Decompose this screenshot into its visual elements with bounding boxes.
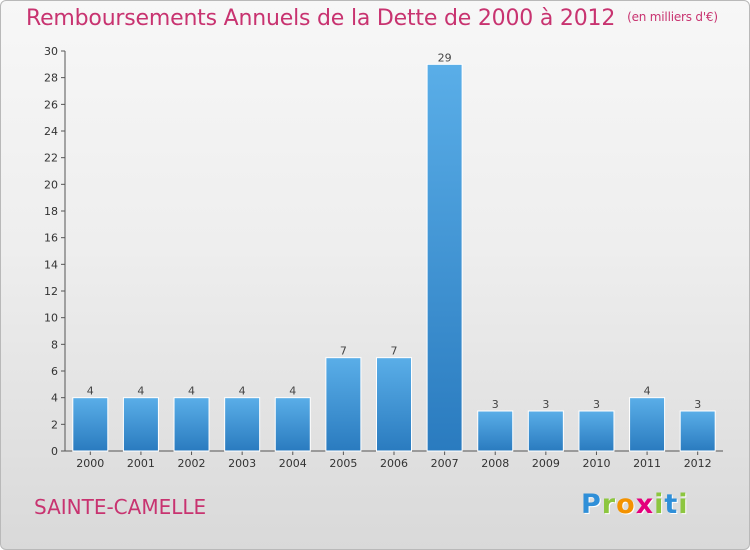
data-label-2009: 3: [542, 398, 549, 411]
data-label-2000: 4: [87, 385, 94, 398]
bar-2005: [325, 357, 362, 452]
data-label-2012: 3: [694, 398, 701, 411]
x-tick-label: 2004: [279, 457, 307, 470]
data-label-2002: 4: [188, 385, 195, 398]
proxiti-logo: Proxiti: [581, 489, 689, 520]
y-tick-label: 10: [44, 312, 58, 325]
data-label-2003: 4: [239, 385, 246, 398]
bar-2008: [477, 410, 514, 452]
x-tick-label: 2006: [380, 457, 408, 470]
bar-2010: [578, 410, 615, 452]
chart-title: Remboursements Annuels de la Dette de 20…: [26, 6, 718, 31]
y-tick-label: 18: [44, 205, 58, 218]
y-tick-label: 14: [44, 258, 58, 271]
data-label-2008: 3: [492, 398, 499, 411]
x-tick-label: 2010: [582, 457, 610, 470]
x-tick-label: 2007: [431, 457, 459, 470]
data-label-2007: 29: [438, 51, 452, 64]
x-tick-label: 2011: [633, 457, 661, 470]
bar-2011: [629, 397, 666, 452]
y-tick-label: 26: [44, 98, 58, 111]
logo-letter: o: [616, 489, 636, 520]
y-tick-label: 8: [51, 338, 58, 351]
data-label-2004: 4: [289, 385, 296, 398]
x-tick-label: 2005: [329, 457, 357, 470]
data-label-2010: 3: [593, 398, 600, 411]
y-tick-label: 24: [44, 125, 58, 138]
x-tick-label: 2003: [228, 457, 256, 470]
logo-letter: t: [664, 489, 679, 520]
logo-letter: P: [581, 489, 602, 520]
y-tick-label: 0: [51, 445, 58, 458]
bar-2006: [376, 357, 412, 452]
y-tick-label: 16: [44, 232, 58, 245]
y-tick-label: 20: [44, 178, 58, 191]
logo-letter: i: [654, 489, 665, 520]
bar-2007: [426, 63, 463, 452]
x-tick-label: 2001: [127, 457, 155, 470]
y-tick-label: 22: [44, 152, 58, 165]
x-tick-label: 2012: [684, 457, 712, 470]
bar-2000: [72, 397, 109, 452]
bar-2002: [173, 397, 210, 452]
x-axis: 2000 2001 2002 2003 2004 2005 2006 2007 2008 2009…: [65, 450, 723, 470]
bar-2004: [274, 397, 311, 452]
bars: [72, 63, 716, 452]
bar-2009: [527, 410, 564, 452]
bar-2001: [122, 397, 159, 452]
data-label-2011: 4: [644, 385, 651, 398]
data-label-2006: 7: [391, 345, 398, 358]
commune-name: SAINTE-CAMELLE: [34, 495, 207, 519]
logo-letter: i: [678, 489, 689, 520]
y-tick-label: 4: [51, 392, 58, 405]
logo-letter: r: [601, 489, 617, 520]
data-labels: 4 4 4 4 4 7 7 29 3 3 3 4 3: [87, 51, 701, 411]
x-tick-label: 2002: [178, 457, 206, 470]
x-tick-label: 2008: [481, 457, 509, 470]
bar-2012: [679, 410, 716, 452]
x-tick-label: 2009: [532, 457, 560, 470]
data-label-2001: 4: [137, 385, 144, 398]
data-label-2005: 7: [340, 345, 347, 358]
y-tick-label: 12: [44, 285, 58, 298]
chart-title-text: Remboursements Annuels de la Dette de 20…: [26, 6, 616, 31]
y-tick-label: 2: [51, 418, 58, 431]
y-tick-label: 30: [44, 45, 58, 58]
x-tick-label: 2000: [76, 457, 104, 470]
chart-unit: (en milliers d'€): [627, 10, 718, 24]
y-tick-label: 28: [44, 72, 58, 85]
y-tick-label: 6: [51, 365, 58, 378]
bar-2003: [224, 397, 261, 452]
logo-letter: x: [635, 489, 655, 520]
